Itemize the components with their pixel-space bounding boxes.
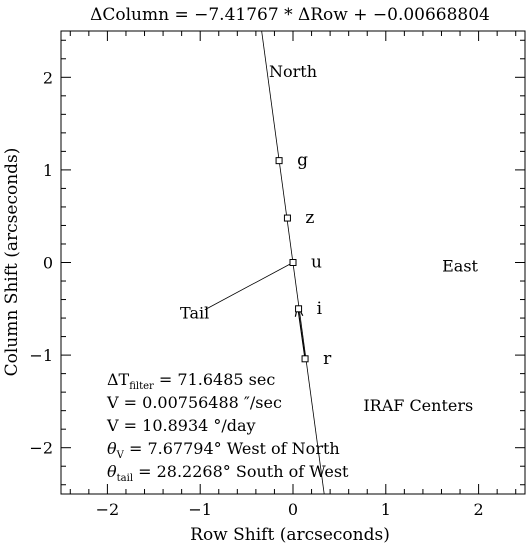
point-label-g: g [297,151,308,171]
x-tick-label: −1 [188,500,212,519]
chart-title: ΔColumn = −7.41767 * ΔRow + −0.00668804 [90,5,490,25]
annotation-tail: Tail [180,304,209,323]
point-label-z: z [305,208,314,228]
x-tick-label: 1 [381,500,391,519]
data-point-i [295,305,303,313]
annotation-iraf-centers: IRAF Centers [363,396,473,415]
data-points: g z u i r [275,151,332,369]
x-axis-label: Row Shift (arcseconds) [190,525,390,545]
x-tick-label: 2 [474,500,484,519]
info-theta-v: θV = 7.67794° West of North [107,439,340,461]
data-point-r [301,355,309,363]
y-tick-label: 2 [43,68,53,87]
data-point-u [289,259,297,266]
y-tick-label: −2 [29,439,53,458]
info-block: ΔTfilter = 71.6485 sec V = 0.00756488 ″/… [106,370,349,484]
info-velocity-deg: V = 10.8934 °/day [106,416,256,435]
annotations: North East Tail IRAF Centers [180,62,479,415]
axes: −2 −1 0 1 2 −2 −1 0 1 2 [29,31,525,519]
tail-line [204,262,294,311]
data-point-z [283,214,291,222]
info-delta-t: ΔTfilter = 71.6485 sec [107,370,275,392]
velocity-arrow [297,305,306,359]
y-tick-label: −1 [29,346,53,365]
point-label-u: u [311,253,322,273]
x-tick-label: 0 [288,500,298,519]
x-tick-label: −2 [96,500,120,519]
info-velocity-arcsec: V = 0.00756488 ″/sec [106,393,282,412]
y-tick-label: 0 [43,254,53,273]
y-tick-label: 1 [43,161,53,180]
info-theta-tail: θtail = 28.2268° South of West [107,462,349,484]
point-label-r: r [323,349,332,369]
y-axis-label: Column Shift (arcseconds) [2,148,22,377]
annotation-north: North [269,62,317,81]
annotation-east: East [442,256,478,275]
point-label-i: i [317,299,323,319]
data-point-g [275,157,283,165]
